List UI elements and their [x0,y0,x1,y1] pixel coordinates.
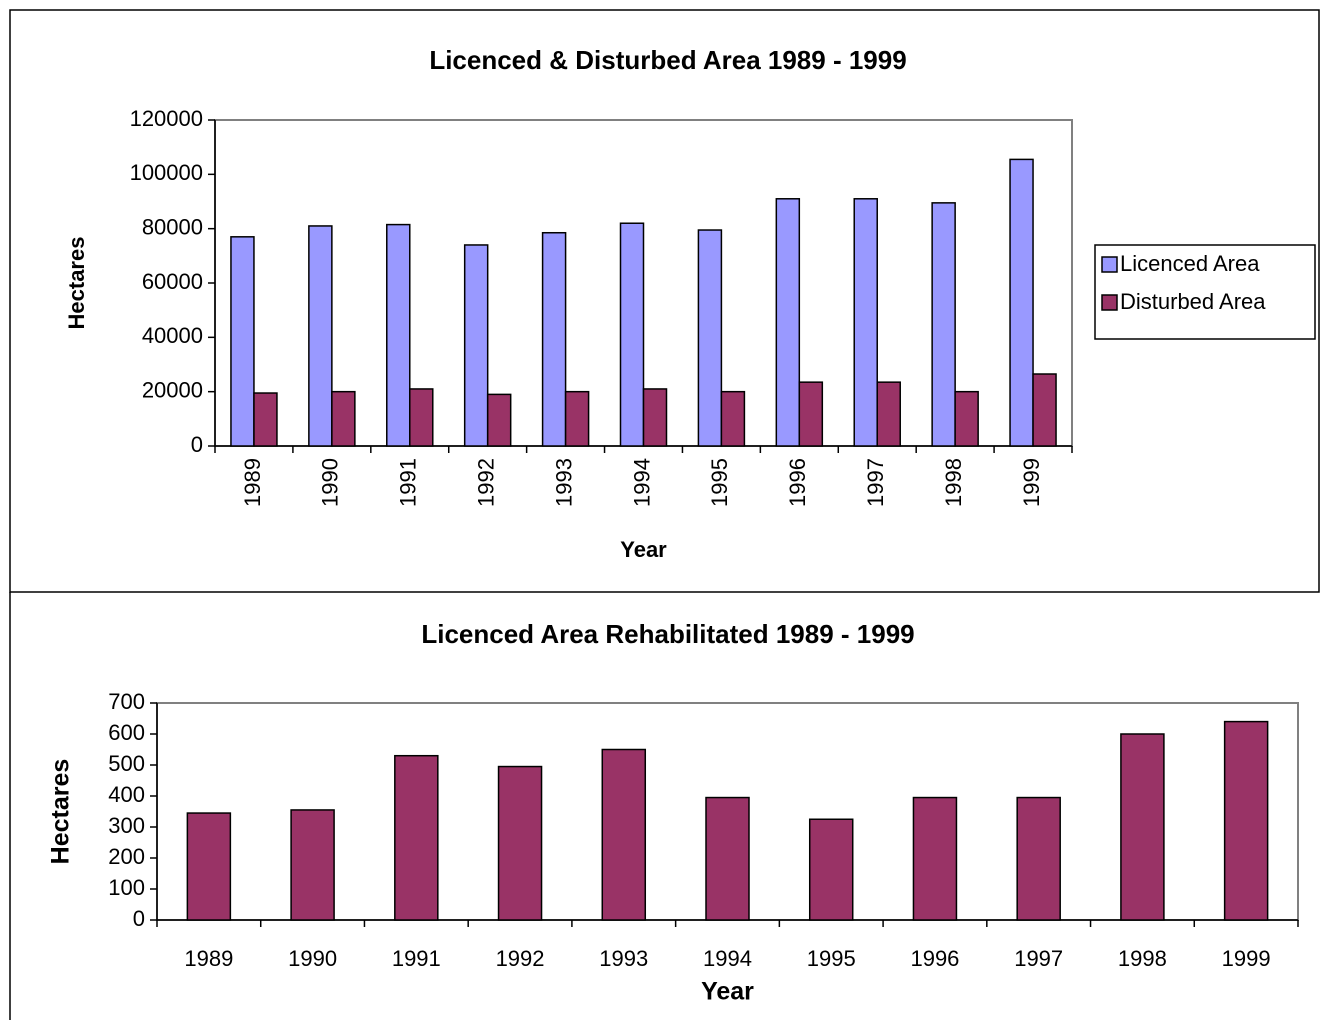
chart-title: Licenced Area Rehabilitated 1989 - 1999 [421,619,914,649]
bar [1009,158,1034,447]
x-axis-label: Year [701,978,754,1006]
x-tick-label: 1994 [629,458,654,507]
y-tick-label: 700 [108,689,145,714]
x-tick-label: 1997 [863,458,888,507]
bar [808,818,854,921]
bar [912,796,958,921]
y-tick-label: 40000 [142,323,203,348]
y-tick-label: 0 [191,432,203,457]
x-tick-label: 1991 [392,946,441,971]
legend-label: Disturbed Area [1120,289,1266,314]
bar [564,390,590,447]
bar [463,244,489,447]
bar [798,381,824,447]
x-tick-label: 1999 [1019,458,1044,507]
bar [853,198,878,447]
x-tick-label: 1997 [1014,946,1063,971]
bar [497,765,543,921]
bar [541,231,567,447]
bar [601,748,647,921]
y-tick-label: 500 [108,751,145,776]
x-tick-label: 1998 [1118,946,1167,971]
x-tick-label: 1991 [396,458,421,507]
y-axis-label: Hectares [64,237,89,330]
x-tick-label: 1995 [707,458,732,507]
x-tick-label: 1996 [785,458,810,507]
bar [775,198,801,447]
chart-frame [9,9,1320,593]
x-tick-label: 1999 [1222,946,1271,971]
x-axis-label: Year [620,537,667,562]
y-tick-label: 300 [108,813,145,838]
y-tick-label: 120000 [130,106,203,131]
bar [931,202,956,447]
y-tick-label: 100000 [130,160,203,185]
y-tick-label: 600 [108,720,145,745]
bar [1016,796,1061,921]
y-tick-label: 20000 [142,377,203,402]
bar [705,796,750,921]
bar [1223,720,1269,921]
bar [409,388,434,447]
bar [394,754,439,921]
x-tick-label: 1992 [473,458,498,507]
x-tick-label: 1996 [910,946,959,971]
bar [186,812,232,921]
bar [308,225,333,447]
x-tick-label: 1990 [288,946,337,971]
bar [230,236,255,447]
x-tick-label: 1998 [941,458,966,507]
legend-box [1094,244,1316,340]
bar [954,390,979,447]
bar [290,809,335,921]
bar [1120,733,1165,921]
bar [1032,373,1057,447]
bar [876,381,901,447]
legend-label: Licenced Area [1120,251,1260,276]
bar [253,392,278,447]
x-tick-label: 1990 [318,458,343,507]
bar [642,388,668,447]
bar [386,223,411,447]
bar [331,390,356,447]
bar [697,229,723,447]
y-axis-label: Hectares [47,759,75,865]
x-tick-label: 1993 [599,946,648,971]
bar [486,393,512,447]
y-tick-label: 400 [108,782,145,807]
y-tick-label: 60000 [142,269,203,294]
y-tick-label: 100 [108,875,145,900]
x-tick-label: 1994 [703,946,752,971]
legend-swatch [1101,256,1118,273]
bar [619,222,645,447]
x-tick-label: 1989 [240,458,265,507]
x-tick-label: 1993 [551,458,576,507]
y-tick-label: 200 [108,844,145,869]
y-tick-label: 80000 [142,214,203,239]
x-tick-label: 1995 [807,946,856,971]
x-tick-label: 1992 [496,946,545,971]
x-tick-label: 1989 [184,946,233,971]
y-tick-label: 0 [133,906,145,931]
chart-title: Licenced & Disturbed Area 1989 - 1999 [429,45,906,75]
bar [720,390,746,447]
legend-swatch [1101,294,1118,311]
